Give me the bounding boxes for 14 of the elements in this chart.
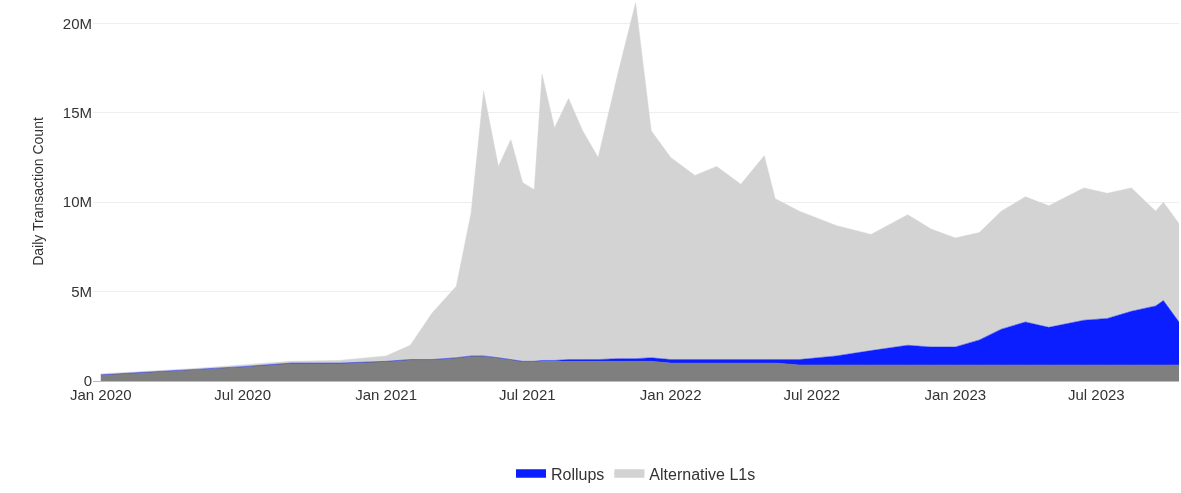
x-tick-label: Jan 2023 xyxy=(924,386,987,403)
x-tick-label: Jul 2021 xyxy=(498,386,556,403)
y-tick-label: 20M xyxy=(62,14,92,32)
x-tick-label: Jul 2023 xyxy=(1068,386,1125,403)
legend-label: Alternative L1s xyxy=(649,465,756,483)
x-tick-label: Jul 2022 xyxy=(783,386,841,403)
y-tick-label: 5M xyxy=(71,282,92,300)
legend-label: Rollups xyxy=(551,465,605,483)
y-axis-title: Daily Transaction Count xyxy=(30,117,47,266)
x-tick-label: Jan 2021 xyxy=(355,386,417,403)
y-tick-label: 10M xyxy=(62,193,92,211)
y-tick-label: 15M xyxy=(62,104,92,122)
x-tick-label: Jan 2022 xyxy=(639,386,702,403)
x-tick-label: Jul 2020 xyxy=(214,386,272,403)
